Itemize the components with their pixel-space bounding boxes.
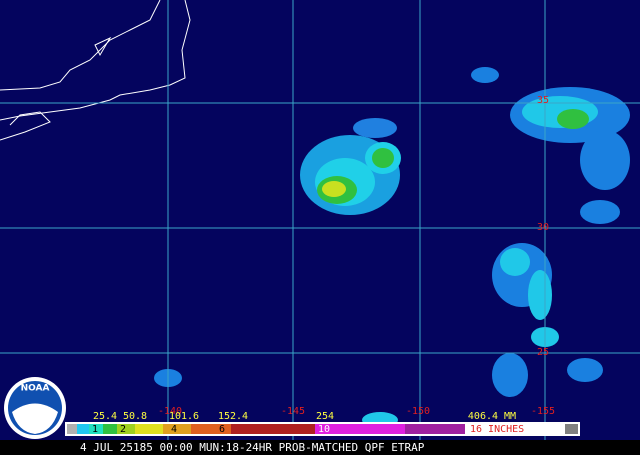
lat-label: 30	[537, 222, 549, 233]
graticule	[0, 0, 640, 440]
mm-label: 101.6	[169, 411, 199, 422]
mm-label: 152.4	[218, 411, 248, 422]
mm-label: 406.4 MM	[468, 411, 516, 422]
mm-label: 50.8	[123, 411, 147, 422]
ocean	[0, 0, 640, 440]
caption: 4 JUL 25185 00:00 MUN:18-24HR PROB-MATCH…	[80, 441, 425, 454]
lon-label: -140	[158, 406, 182, 417]
inch-label: 4	[171, 424, 177, 435]
precipitation	[154, 67, 630, 428]
logo-text: NOAA	[21, 384, 50, 394]
coastline	[0, 0, 191, 141]
caption-bar	[0, 440, 640, 455]
mm-label: 254	[316, 411, 334, 422]
lat-label: 35	[537, 95, 549, 106]
inch-label: 1	[92, 424, 98, 435]
lat-label: 25	[537, 347, 549, 358]
inch-label: 6	[219, 424, 225, 435]
lon-label: -155	[531, 406, 555, 417]
mm-label: 25.4	[93, 411, 117, 422]
inch-label: 10	[318, 424, 330, 435]
color-bar	[65, 422, 580, 436]
inch-label: 16 INCHES	[470, 424, 524, 435]
lon-label: -145	[281, 406, 305, 417]
lon-label: -150	[406, 406, 430, 417]
inch-label: 2	[120, 424, 126, 435]
noaa-logo: NOAA	[4, 377, 66, 439]
